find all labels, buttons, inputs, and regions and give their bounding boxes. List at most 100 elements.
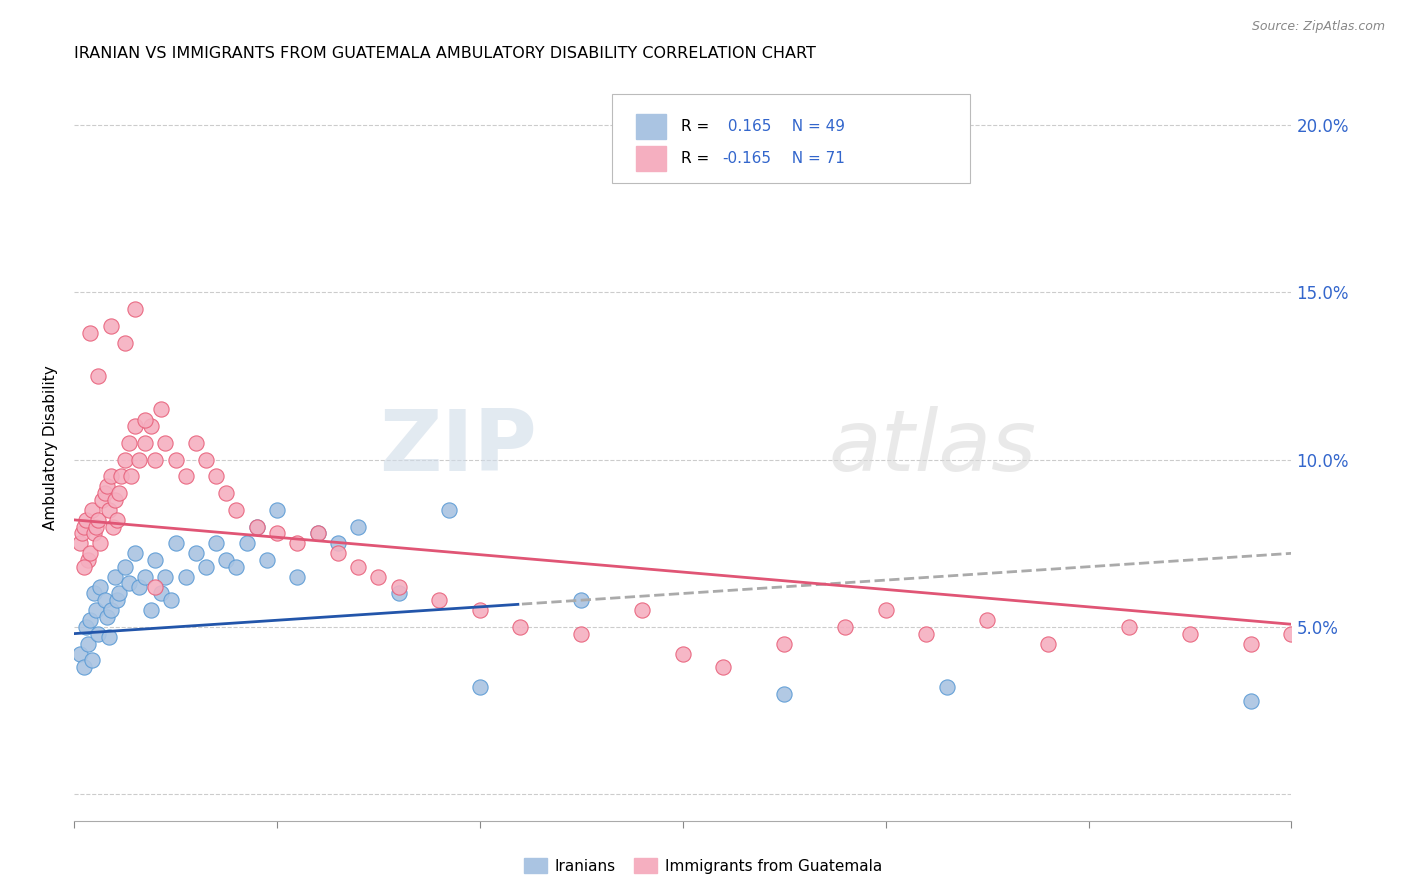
Point	[150, 402, 173, 417]
Point	[118, 576, 141, 591]
Point	[347, 559, 370, 574]
Point	[205, 469, 228, 483]
Point	[1118, 620, 1140, 634]
Point	[215, 553, 238, 567]
Point	[468, 603, 491, 617]
Point	[256, 553, 278, 567]
Point	[1240, 637, 1263, 651]
Point	[347, 519, 370, 533]
Point	[155, 570, 177, 584]
Legend: Iranians, Immigrants from Guatemala: Iranians, Immigrants from Guatemala	[517, 852, 889, 880]
Point	[96, 610, 118, 624]
Point	[194, 452, 217, 467]
Point	[75, 620, 97, 634]
Point	[83, 526, 105, 541]
Point	[285, 570, 308, 584]
Point	[114, 452, 136, 467]
Point	[1240, 693, 1263, 707]
Point	[89, 536, 111, 550]
Point	[285, 536, 308, 550]
Text: R =: R =	[681, 151, 714, 166]
Point	[124, 302, 146, 317]
Point	[711, 660, 734, 674]
Point	[141, 603, 163, 617]
Point	[87, 369, 110, 384]
Point	[79, 326, 101, 340]
Point	[875, 603, 897, 617]
Y-axis label: Ambulatory Disability: Ambulatory Disability	[44, 366, 58, 531]
Text: ZIP: ZIP	[380, 407, 537, 490]
Point	[160, 593, 183, 607]
Point	[87, 513, 110, 527]
Point	[143, 452, 166, 467]
Point	[174, 469, 197, 483]
Point	[97, 503, 120, 517]
Point	[114, 335, 136, 350]
Point	[75, 513, 97, 527]
Point	[128, 580, 150, 594]
Point	[266, 503, 288, 517]
Point	[86, 603, 108, 617]
Point	[773, 687, 796, 701]
Point	[569, 593, 592, 607]
Point	[266, 526, 288, 541]
Point	[79, 613, 101, 627]
Point	[165, 452, 187, 467]
Point	[672, 647, 695, 661]
Point	[124, 546, 146, 560]
Point	[69, 536, 91, 550]
Point	[165, 536, 187, 550]
Point	[468, 680, 491, 694]
Point	[124, 419, 146, 434]
Point	[215, 486, 238, 500]
Point	[834, 620, 856, 634]
Point	[77, 637, 100, 651]
Point	[105, 513, 128, 527]
Point	[114, 559, 136, 574]
Point	[307, 526, 329, 541]
Point	[388, 586, 411, 600]
Text: Source: ZipAtlas.com: Source: ZipAtlas.com	[1251, 20, 1385, 33]
Point	[107, 586, 129, 600]
Point	[246, 519, 269, 533]
Point	[307, 526, 329, 541]
Point	[326, 546, 349, 560]
Point	[73, 660, 96, 674]
Point	[367, 570, 389, 584]
Point	[509, 620, 531, 634]
Point	[134, 412, 156, 426]
Point	[93, 486, 115, 500]
Text: N = 71: N = 71	[782, 151, 845, 166]
Point	[326, 536, 349, 550]
Point	[97, 630, 120, 644]
Point	[79, 546, 101, 560]
Point	[184, 546, 207, 560]
Text: -0.165: -0.165	[723, 151, 772, 166]
Point	[235, 536, 257, 550]
Text: atlas: atlas	[830, 407, 1036, 490]
Text: R =: R =	[681, 119, 714, 134]
Point	[96, 479, 118, 493]
Point	[73, 519, 96, 533]
Point	[427, 593, 450, 607]
Point	[86, 519, 108, 533]
Point	[118, 436, 141, 450]
Point	[155, 436, 177, 450]
Point	[134, 570, 156, 584]
Point	[69, 647, 91, 661]
Point	[104, 570, 127, 584]
Point	[100, 603, 122, 617]
Point	[194, 559, 217, 574]
Point	[91, 492, 114, 507]
Point	[100, 469, 122, 483]
Point	[82, 653, 104, 667]
Point	[569, 626, 592, 640]
Point	[388, 580, 411, 594]
Point	[1178, 626, 1201, 640]
Text: 0.165: 0.165	[723, 119, 770, 134]
Point	[631, 603, 654, 617]
Point	[70, 526, 93, 541]
Point	[128, 452, 150, 467]
Point	[1281, 626, 1303, 640]
Point	[1036, 637, 1059, 651]
